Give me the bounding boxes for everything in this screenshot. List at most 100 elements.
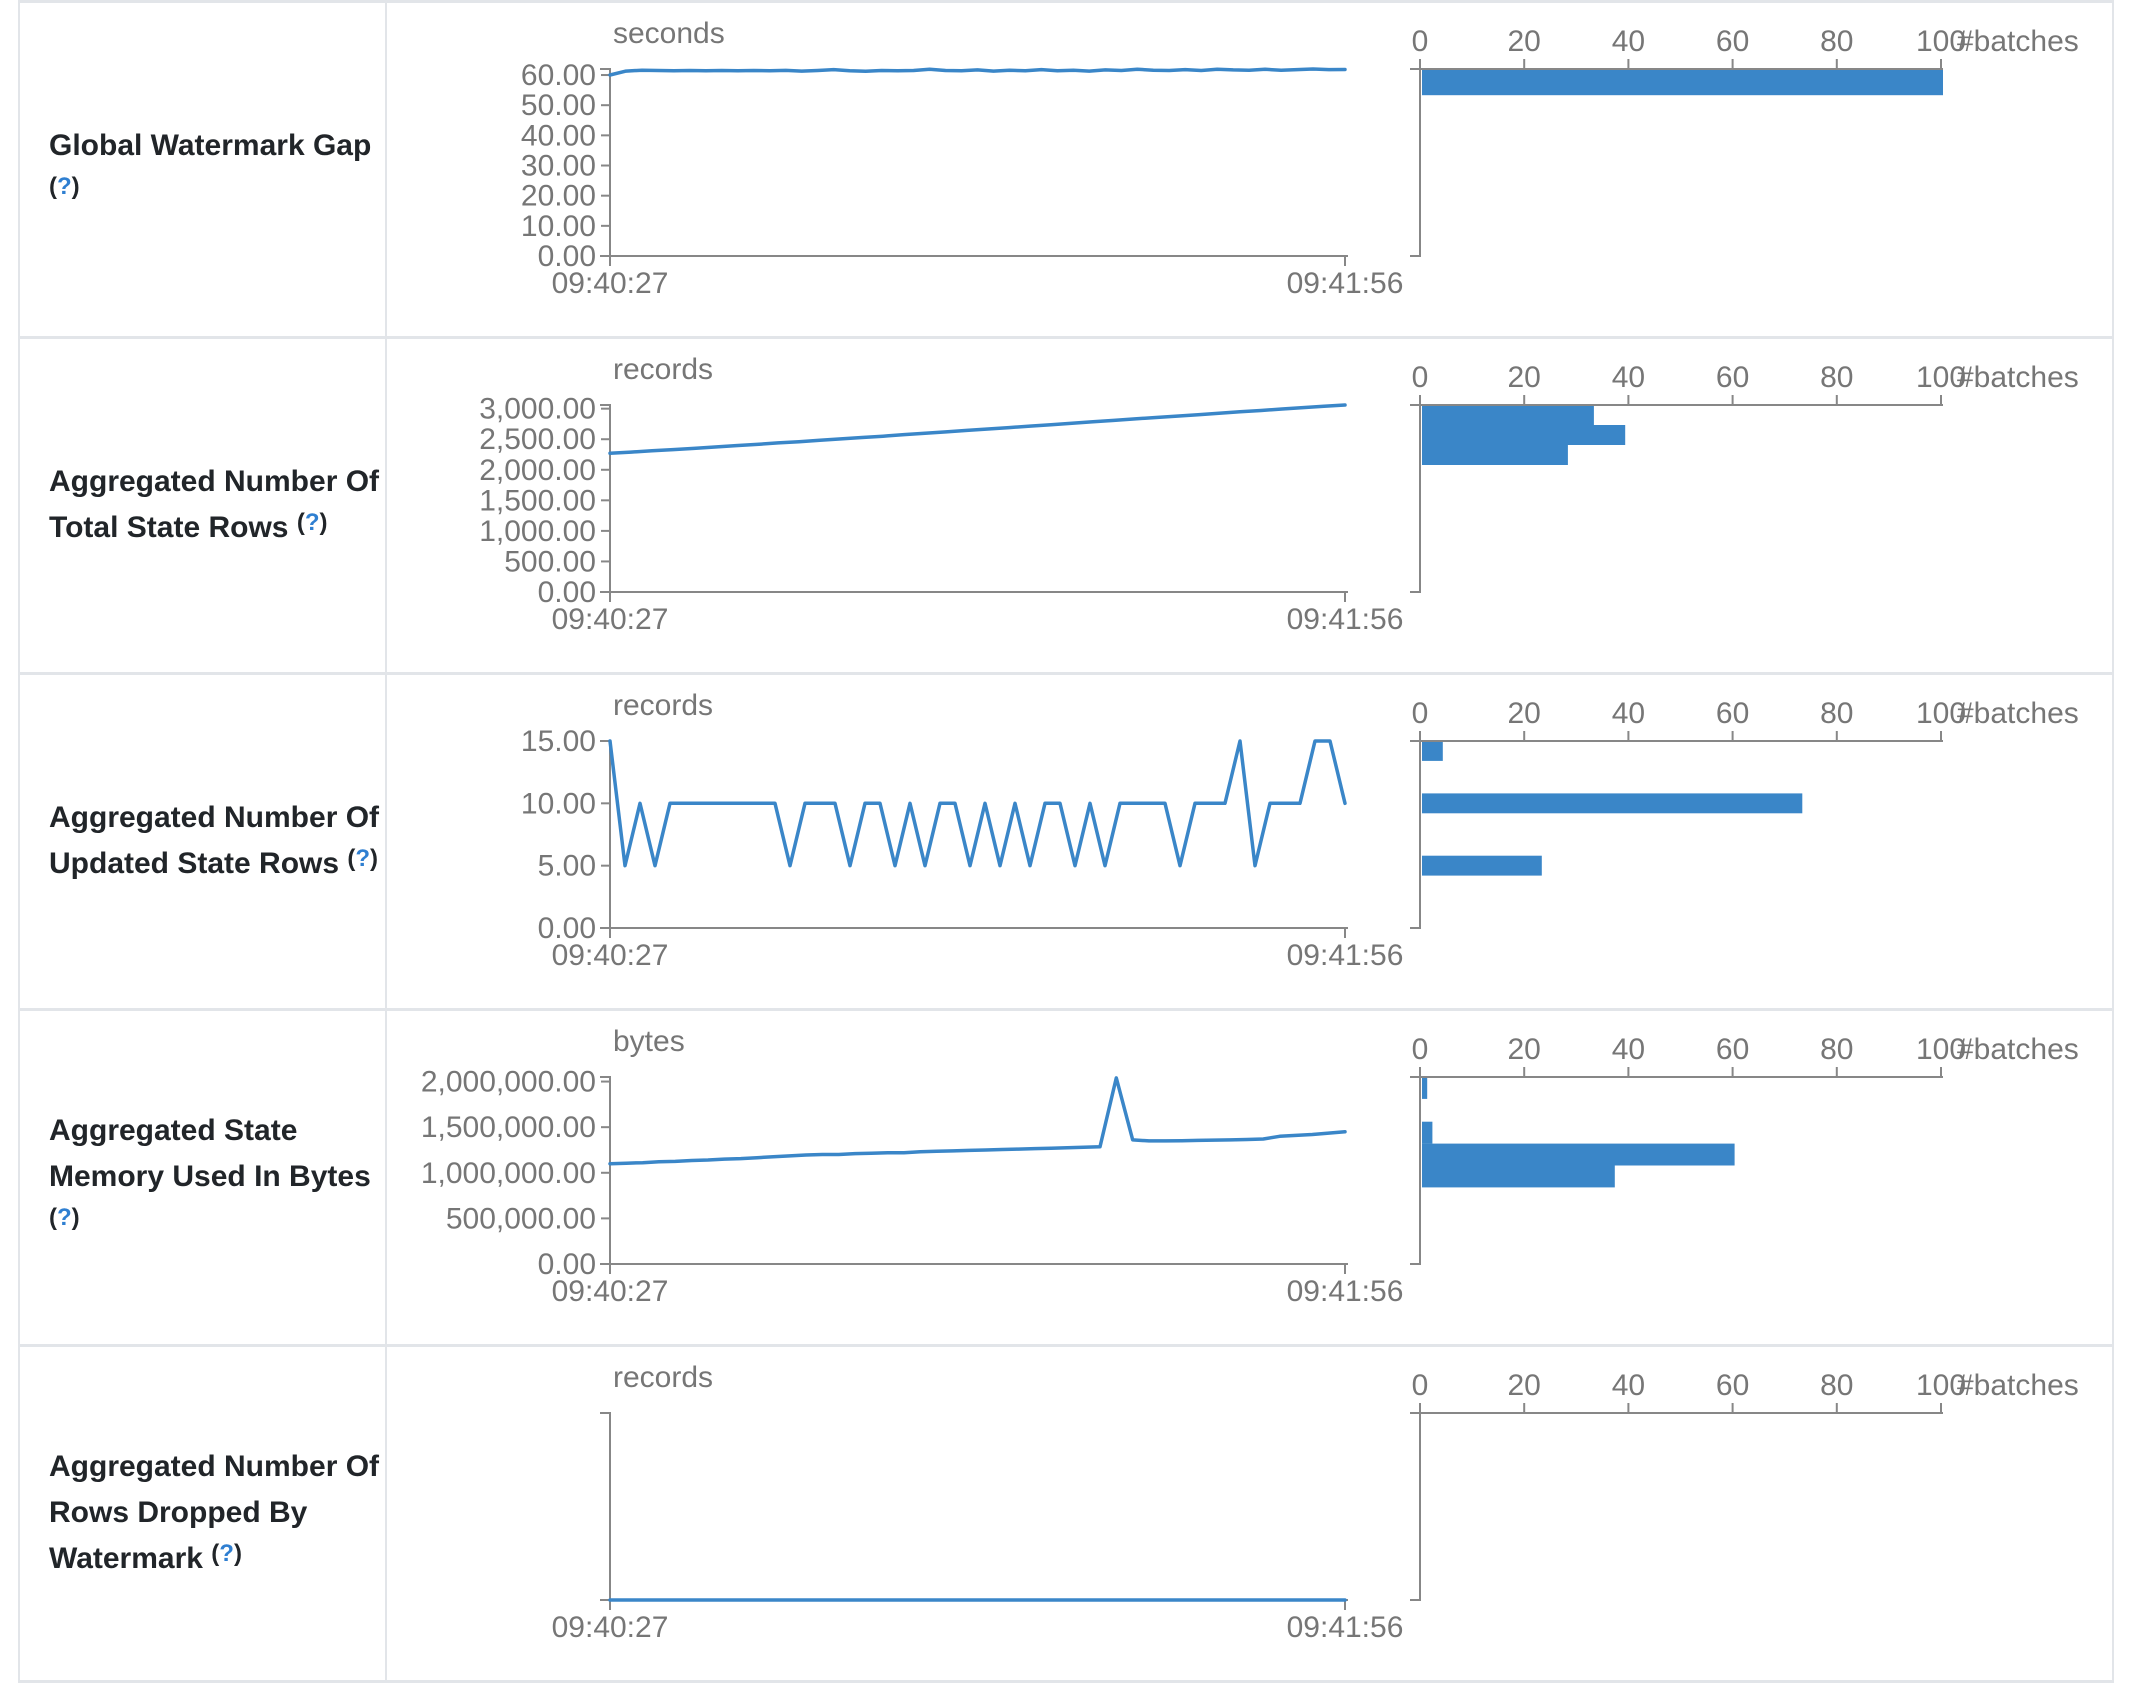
y-tick-label: 500,000.00 <box>446 1202 596 1235</box>
metric-label-line: Memory Used In Bytes <box>49 1159 371 1193</box>
help-icon[interactable]: (?) <box>347 844 379 872</box>
histogram-axis-label: #batches <box>1957 697 2079 730</box>
histogram-y-axis <box>1410 68 1421 257</box>
unit-label: bytes <box>613 1025 685 1058</box>
histogram-bar <box>1422 406 1594 425</box>
histogram-y-axis <box>1410 404 1421 593</box>
y-tick-label: 30.00 <box>521 150 596 183</box>
histogram-tick-label: 0 <box>1412 1033 1429 1066</box>
histogram-bar <box>1422 1121 1433 1144</box>
histogram-tick-label: 20 <box>1508 1033 1541 1066</box>
y-tick-label: 0.00 <box>538 240 596 273</box>
y-tick-label: 0.00 <box>538 912 596 945</box>
y-tick-label: 15.00 <box>521 725 596 758</box>
metric-label-line: Rows Dropped By <box>49 1495 308 1529</box>
histogram-tick-label: 60 <box>1716 697 1749 730</box>
x-end-label: 09:41:56 <box>1287 1611 1404 1644</box>
histogram-bar <box>1422 1078 1428 1099</box>
histogram-tick-label: 20 <box>1508 361 1541 394</box>
y-tick-label: 500.00 <box>504 545 596 578</box>
histogram-tick-label: 60 <box>1716 361 1749 394</box>
metric-charts: records 0.00 5.00 10.00 15.00 09:40:27 09:41:5… <box>521 689 2079 972</box>
unit-label: records <box>613 353 713 386</box>
question-mark-icon: ? <box>355 844 371 872</box>
x-end-label: 09:41:56 <box>1287 939 1404 972</box>
y-tick-label: 1,000,000.00 <box>421 1157 596 1190</box>
histogram-tick-label: 80 <box>1820 1369 1853 1402</box>
histogram-tick-label: 100 <box>1916 25 1966 58</box>
histogram-axis-label: #batches <box>1957 25 2079 58</box>
timeline-y-axis <box>600 740 611 929</box>
timeline-y-axis <box>600 404 611 593</box>
histogram-tick-label: 40 <box>1612 25 1645 58</box>
metric-label-line: Global Watermark Gap <box>49 128 372 162</box>
histogram-tick-label: 100 <box>1916 1033 1966 1066</box>
histogram-tick-label: 60 <box>1716 1033 1749 1066</box>
help-icon[interactable]: (?) <box>49 1203 80 1231</box>
x-start-label: 09:40:27 <box>552 939 669 972</box>
y-tick-label: 50.00 <box>521 89 596 122</box>
metric-label: Aggregated Number Of Total State Rows (?) <box>20 339 387 672</box>
metric-label-line: Updated State Rows (?) <box>49 841 385 889</box>
help-icon[interactable]: (?) <box>296 508 328 536</box>
histogram-bar <box>1422 425 1626 445</box>
help-icon[interactable]: (?) <box>211 1539 242 1567</box>
unit-label: records <box>613 1361 713 1394</box>
y-tick-label: 20.00 <box>521 180 596 213</box>
question-mark-icon: ? <box>219 1539 234 1567</box>
x-end-label: 09:41:56 <box>1287 603 1404 636</box>
histogram-tick-label: 0 <box>1412 697 1429 730</box>
histogram-tick-label: 40 <box>1612 697 1645 730</box>
y-tick-label: 1,000.00 <box>479 515 596 548</box>
y-tick-label: 2,000,000.00 <box>421 1066 596 1099</box>
x-end-label: 09:41:56 <box>1287 1275 1404 1308</box>
metric-label: Aggregated State Memory Used In Bytes (?) <box>20 1011 387 1344</box>
metric-label-line: Aggregated Number Of <box>49 464 380 498</box>
metric-chart-cell: records 09:40:27 09:41:56 0 20 40 60 80 100 #batc… <box>387 1347 2112 1680</box>
y-tick-label: 40.00 <box>521 119 596 152</box>
metric-charts: records 09:40:27 09:41:56 0 20 40 60 80 100#batc… <box>552 1361 2079 1644</box>
histogram-bar <box>1422 855 1542 876</box>
metric-label-text: Watermark <box>49 1541 212 1575</box>
histogram-bar <box>1422 793 1803 814</box>
histogram-tick-label: 100 <box>1916 1369 1966 1402</box>
metric-label-line: Aggregated State <box>49 1113 298 1147</box>
timeline-series-line <box>608 1076 1347 1166</box>
y-tick-label: 2,000.00 <box>479 454 596 487</box>
x-start-label: 09:40:27 <box>552 1611 669 1644</box>
y-tick-label: 10.00 <box>521 787 596 820</box>
histogram-tick-label: 40 <box>1612 1369 1645 1402</box>
histogram-tick-label: 60 <box>1716 25 1749 58</box>
question-mark-icon: ? <box>304 508 320 536</box>
timeline-series-line <box>608 67 1347 77</box>
histogram-bar <box>1422 70 1943 96</box>
help-icon[interactable]: (?) <box>49 172 80 200</box>
y-tick-label: 1,500.00 <box>479 484 596 517</box>
metric-row-3: Aggregated State Memory Used In Bytes (?) … <box>20 1011 2112 1347</box>
histogram-y-axis <box>1410 740 1421 929</box>
timeline-y-axis <box>600 1412 611 1601</box>
metric-row-0: Global Watermark Gap (?) seconds 0.00 10.00… <box>20 3 2112 339</box>
metric-label-line: (?) <box>49 1200 385 1248</box>
histogram-tick-label: 40 <box>1612 1033 1645 1066</box>
y-tick-label: 2,500.00 <box>479 423 596 456</box>
metric-label-line: Total State Rows (?) <box>49 505 385 553</box>
histogram-tick-label: 0 <box>1412 361 1429 394</box>
x-start-label: 09:40:27 <box>552 603 669 636</box>
histogram-tick-label: 0 <box>1412 1369 1429 1402</box>
timeline-series-line <box>608 739 1347 868</box>
histogram-tick-label: 80 <box>1820 25 1853 58</box>
metric-label-line: Watermark (?) <box>49 1536 385 1584</box>
metric-charts: seconds 0.0010.0020.0030.0040.0050.0060.0… <box>521 17 2079 300</box>
question-mark-icon: ? <box>57 172 72 200</box>
metric-label: Aggregated Number Of Rows Dropped By Water… <box>20 1347 387 1680</box>
histogram-tick-label: 20 <box>1508 697 1541 730</box>
histogram-tick-label: 40 <box>1612 361 1645 394</box>
metric-chart-cell: seconds 0.00 10.00 20.00 30.00 40.00 50.00 60.0… <box>387 3 2112 336</box>
histogram-tick-label: 0 <box>1412 25 1429 58</box>
metric-label-text: Updated State Rows <box>49 846 348 880</box>
metric-label: Aggregated Number Of Updated State Rows (… <box>20 675 387 1008</box>
x-end-label: 09:41:56 <box>1287 267 1404 300</box>
unit-label: seconds <box>613 17 725 50</box>
metric-row-4: Aggregated Number Of Rows Dropped By Water… <box>20 1347 2112 1683</box>
